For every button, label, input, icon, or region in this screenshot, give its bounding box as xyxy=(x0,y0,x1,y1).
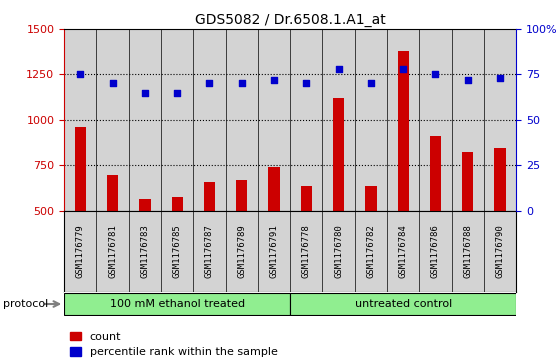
Text: GSM1176787: GSM1176787 xyxy=(205,224,214,278)
Point xyxy=(496,75,504,81)
Point xyxy=(76,72,85,77)
Bar xyxy=(462,152,473,211)
Text: GSM1176783: GSM1176783 xyxy=(141,224,150,278)
Bar xyxy=(204,182,215,211)
Bar xyxy=(140,199,151,211)
Text: GSM1176780: GSM1176780 xyxy=(334,224,343,278)
Bar xyxy=(290,293,516,315)
Bar xyxy=(301,186,312,211)
Point xyxy=(302,81,311,86)
Bar xyxy=(64,293,290,315)
Text: GSM1176788: GSM1176788 xyxy=(463,224,472,278)
Text: GSM1176779: GSM1176779 xyxy=(76,224,85,278)
Point xyxy=(367,81,376,86)
Bar xyxy=(494,148,506,211)
Text: GSM1176781: GSM1176781 xyxy=(108,224,117,278)
Bar xyxy=(75,127,86,211)
Point xyxy=(334,66,343,72)
Point xyxy=(172,90,181,95)
Point xyxy=(141,90,150,95)
Title: GDS5082 / Dr.6508.1.A1_at: GDS5082 / Dr.6508.1.A1_at xyxy=(195,13,386,26)
Point xyxy=(431,72,440,77)
Point xyxy=(108,81,117,86)
Legend: count, percentile rank within the sample: count, percentile rank within the sample xyxy=(70,332,277,358)
Point xyxy=(270,77,278,83)
Bar xyxy=(365,186,377,211)
Bar xyxy=(397,51,409,211)
Text: GSM1176784: GSM1176784 xyxy=(398,224,408,278)
Text: untreated control: untreated control xyxy=(354,299,452,309)
Text: GSM1176789: GSM1176789 xyxy=(237,224,246,278)
Bar xyxy=(236,180,247,211)
Text: GSM1176790: GSM1176790 xyxy=(496,224,504,278)
Text: protocol: protocol xyxy=(3,299,48,309)
Point xyxy=(237,81,246,86)
Text: GSM1176786: GSM1176786 xyxy=(431,224,440,278)
Text: GSM1176782: GSM1176782 xyxy=(367,224,376,278)
Point xyxy=(205,81,214,86)
Point xyxy=(398,66,407,72)
Bar xyxy=(333,98,344,211)
Text: GSM1176778: GSM1176778 xyxy=(302,224,311,278)
Point xyxy=(463,77,472,83)
Bar xyxy=(107,175,118,211)
Bar xyxy=(268,167,280,211)
Bar xyxy=(171,197,183,211)
Text: 100 mM ethanol treated: 100 mM ethanol treated xyxy=(109,299,245,309)
Text: GSM1176791: GSM1176791 xyxy=(270,224,278,278)
Bar xyxy=(430,136,441,211)
Text: GSM1176785: GSM1176785 xyxy=(172,224,182,278)
